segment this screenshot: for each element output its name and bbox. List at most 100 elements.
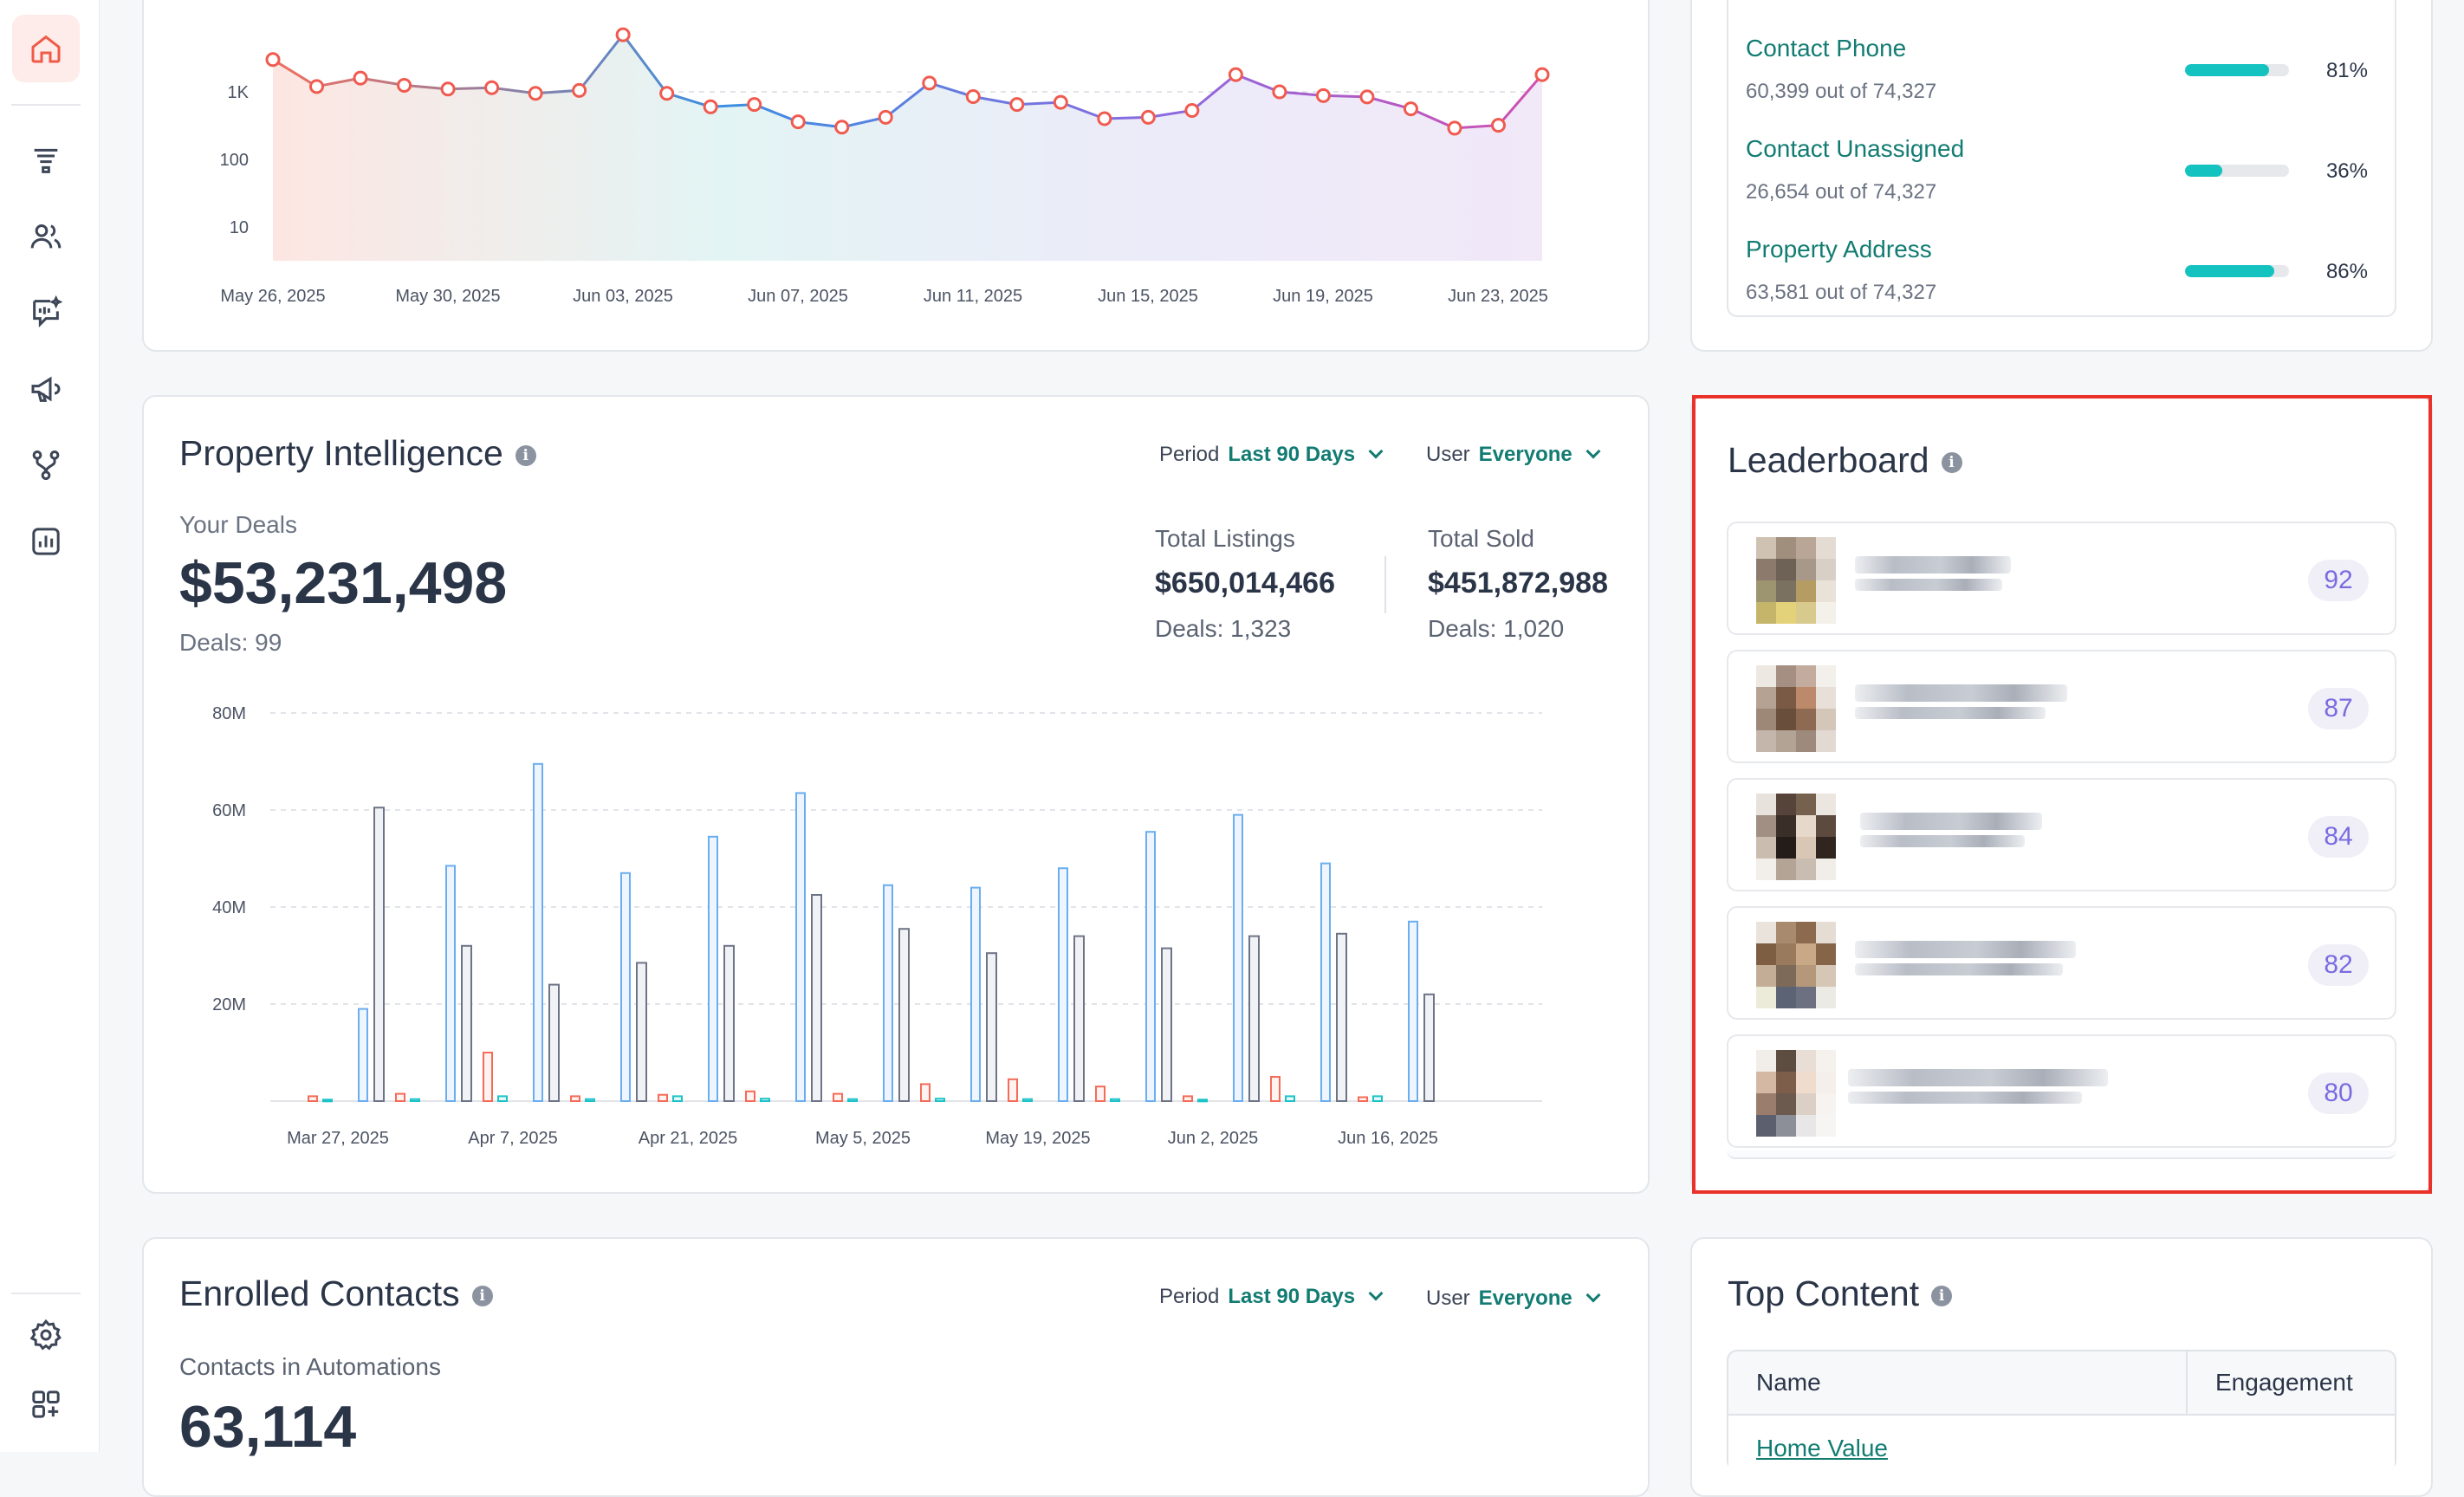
x-tick-label: Apr 7, 2025 [468, 1129, 557, 1148]
user-filter[interactable]: User Everyone [1426, 1286, 1601, 1311]
info-icon[interactable]: i [515, 445, 536, 467]
period-filter[interactable]: Period Last 90 Days [1159, 443, 1384, 467]
avatar [1756, 794, 1836, 880]
bar [708, 835, 718, 1102]
workflow-icon[interactable] [12, 431, 80, 499]
bar [745, 1090, 755, 1102]
data-point [1009, 97, 1025, 113]
bar [1197, 1098, 1208, 1103]
avatar-pixel [1816, 730, 1836, 752]
bar [373, 807, 385, 1102]
settings-icon[interactable] [12, 1301, 80, 1369]
sold-count: Deals: 1,020 [1428, 615, 1565, 642]
avatar-pixel [1816, 965, 1836, 987]
x-tick-label: Jun 16, 2025 [1338, 1129, 1438, 1148]
content-link[interactable]: Home Value [1756, 1435, 1889, 1461]
info-icon[interactable]: i [1941, 452, 1962, 474]
avatar-pixel [1776, 730, 1796, 752]
bar [1145, 831, 1156, 1102]
avatar-pixel [1816, 709, 1836, 730]
leaderboard-row[interactable]: 80 [1727, 1034, 2396, 1148]
bar [1423, 993, 1435, 1102]
column-header-engagement[interactable]: Engagement [2215, 1369, 2353, 1396]
avatar-pixel [1796, 943, 1816, 965]
avatar-pixel [1756, 859, 1776, 880]
blur-bar [1855, 707, 2046, 719]
contacts-label: Contacts in Automations [179, 1353, 441, 1380]
apps-icon[interactable] [12, 1371, 80, 1438]
x-tick-label: May 5, 2025 [815, 1129, 911, 1148]
blur-bar [1855, 579, 2002, 591]
data-point [965, 89, 981, 105]
column-divider [2186, 1351, 2188, 1414]
top-content-table: Name Engagement Home Value [1727, 1350, 2396, 1474]
avatar-pixel [1776, 1093, 1796, 1115]
stat-progress-fill [2185, 165, 2223, 177]
stat-percent: 81% [2325, 59, 2368, 82]
avatar-pixel [1796, 987, 1816, 1008]
bar [1233, 813, 1243, 1102]
avatar-pixel [1776, 965, 1796, 987]
bar [395, 1092, 405, 1102]
data-point [834, 120, 850, 135]
funnel-icon[interactable] [12, 126, 80, 194]
x-tick-label: May 26, 2025 [220, 287, 325, 306]
enrolled-contacts-card: Enrolled Contacts i Period Last 90 Days Us… [142, 1237, 1650, 1497]
avatar-pixel [1796, 665, 1816, 687]
blurred-name [1860, 813, 2042, 858]
leaderboard-row[interactable]: 87 [1727, 650, 2396, 763]
avatar [1756, 1050, 1836, 1137]
stats-divider [1384, 556, 1386, 613]
avatar-pixel [1816, 559, 1836, 580]
listings-label: Total Listings [1155, 525, 1295, 552]
sold-label: Total Sold [1428, 525, 1534, 552]
bar [483, 1052, 493, 1102]
avatar-pixel [1756, 709, 1776, 730]
avatar-pixel [1796, 1050, 1816, 1072]
leaderboard-row[interactable]: 92 [1727, 522, 2396, 635]
x-tick-label: Jun 15, 2025 [1098, 287, 1198, 306]
avatar-pixel [1756, 1050, 1776, 1072]
user-filter[interactable]: User Everyone [1426, 443, 1601, 467]
avatar-pixel [1756, 837, 1776, 859]
period-value: Last 90 Days [1228, 443, 1356, 466]
user-label: User [1426, 443, 1470, 466]
column-header-name[interactable]: Name [1756, 1369, 1821, 1396]
bar [410, 1098, 420, 1103]
avatar-pixel [1796, 815, 1816, 837]
contact-stats-card: Contact Phone 60,399 out of 74,327 81% C… [1690, 0, 2433, 352]
avatar-pixel [1816, 1093, 1836, 1115]
info-icon[interactable]: i [1931, 1286, 1953, 1307]
period-filter[interactable]: Period Last 90 Days [1159, 1285, 1384, 1309]
ai-chat-icon[interactable] [12, 279, 80, 347]
user-value: Everyone [1478, 443, 1572, 466]
avatar-pixel [1756, 987, 1776, 1008]
avatar-pixel [1776, 922, 1796, 943]
contacts-icon[interactable] [12, 203, 80, 270]
blur-bar [1860, 813, 2042, 830]
x-tick-label: May 19, 2025 [985, 1129, 1090, 1148]
avatar-pixel [1756, 602, 1776, 624]
avatar-pixel [1756, 794, 1776, 815]
leaderboard-row[interactable]: 82 [1727, 906, 2396, 1020]
avatar-pixel [1776, 859, 1796, 880]
data-point [309, 79, 325, 94]
reports-icon[interactable] [12, 508, 80, 575]
avatar-pixel [1756, 687, 1776, 709]
bar [445, 865, 456, 1103]
megaphone-icon[interactable] [12, 355, 80, 423]
data-point [353, 70, 368, 86]
info-icon[interactable]: i [471, 1286, 493, 1307]
avatar-pixel [1756, 1093, 1776, 1115]
avatar-pixel [1796, 602, 1816, 624]
data-point [1228, 67, 1243, 82]
x-tick-label: Mar 27, 2025 [287, 1129, 389, 1148]
avatar-pixel [1796, 580, 1816, 602]
sidebar-divider [11, 104, 81, 106]
blur-bar [1848, 1069, 2108, 1086]
data-point [1184, 103, 1200, 119]
bar [1058, 867, 1068, 1102]
leaderboard-row[interactable]: 84 [1727, 778, 2396, 891]
home-icon[interactable] [12, 15, 80, 82]
bar [1358, 1096, 1368, 1103]
